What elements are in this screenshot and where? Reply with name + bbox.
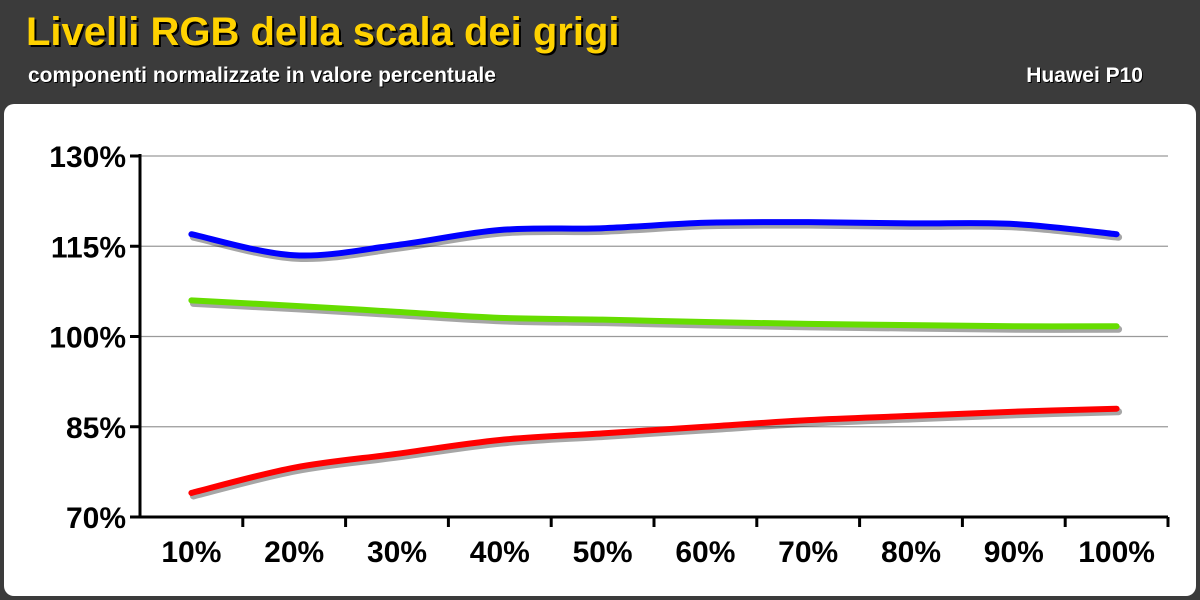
x-tick-label: 90% — [984, 536, 1044, 569]
series-line-3 — [188, 405, 1120, 496]
y-tick-label: 115% — [51, 231, 126, 264]
y-tick-label: 70% — [66, 502, 126, 535]
chart-header: Livelli RGB della scala dei grigi compon… — [0, 0, 1200, 103]
series-line-2 — [188, 297, 1120, 330]
x-tick-label: 30% — [367, 536, 427, 569]
y-tick-labels: 70% 85% 100% 115% 130% — [49, 141, 126, 535]
x-tick-label: 80% — [881, 536, 941, 569]
x-tick-label: 40% — [470, 536, 530, 569]
x-tick-label: 60% — [675, 536, 735, 569]
plot-area-background — [4, 104, 1196, 596]
x-tick-label: 70% — [778, 536, 838, 569]
x-tick-labels: 10% 20% 30% 40% 50% 60% 70% 80% 90% 100% — [161, 536, 1155, 569]
series-lines — [188, 219, 1123, 500]
x-tick-label: 50% — [573, 536, 633, 569]
x-tick-label: 10% — [161, 536, 221, 569]
y-tick-label: 130% — [49, 141, 126, 174]
series-line-shadow — [189, 408, 1123, 500]
series-line-1 — [188, 219, 1120, 259]
y-tick-label: 100% — [49, 322, 126, 355]
gridlines — [140, 155, 1168, 428]
y-tick-label: 85% — [66, 412, 126, 445]
device-label: Huawei P10 — [1026, 64, 1143, 87]
x-tick-label: 20% — [264, 536, 324, 569]
axes — [130, 154, 1170, 527]
chart-subtitle: componenti normalizzate in valore percen… — [28, 64, 496, 87]
chart-title: Livelli RGB della scala dei grigi — [26, 10, 620, 54]
x-tick-label: 100% — [1078, 536, 1155, 569]
